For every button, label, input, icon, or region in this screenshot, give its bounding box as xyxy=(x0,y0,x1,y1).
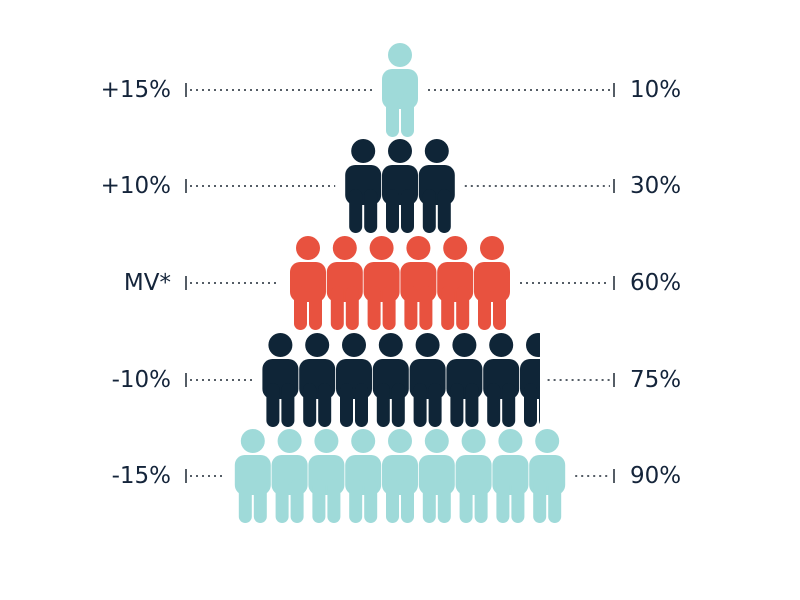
partial-figure-group xyxy=(520,333,540,427)
person-icon xyxy=(483,333,520,427)
person-icon xyxy=(308,429,345,523)
person-icon xyxy=(474,236,510,330)
left-label-plus-10: +10% xyxy=(101,173,171,199)
person-icon xyxy=(262,333,299,427)
person-icon xyxy=(271,429,308,523)
person-icon xyxy=(437,236,474,330)
person-icon xyxy=(345,139,382,233)
person-icon xyxy=(446,333,483,427)
person-icon xyxy=(382,139,418,233)
right-label-30: 30% xyxy=(630,173,681,199)
right-label-60: 60% xyxy=(630,270,681,296)
person-icon xyxy=(400,236,437,330)
person-icon xyxy=(382,43,418,137)
right-label-10: 10% xyxy=(630,77,681,103)
left-label-mv: MV* xyxy=(124,270,171,296)
left-label-minus-15: -15% xyxy=(112,463,171,489)
person-icon xyxy=(409,333,446,427)
person-icon xyxy=(492,429,529,523)
right-label-75: 75% xyxy=(630,367,681,393)
person-icon xyxy=(455,429,492,523)
person-icon xyxy=(382,429,418,523)
left-label-minus-10: -10% xyxy=(112,367,171,393)
row-plus-10: +10% 30% xyxy=(101,139,681,233)
row-mv: MV* 60% xyxy=(124,236,681,330)
row-minus-15: -15% 90% xyxy=(112,429,681,523)
row-minus-10: -10% 75% xyxy=(112,333,681,427)
person-icon xyxy=(299,333,336,427)
person-icon xyxy=(326,236,363,330)
person-icon xyxy=(345,429,382,523)
left-label-plus-15: +15% xyxy=(101,77,171,103)
person-icon xyxy=(529,429,566,523)
person-icon xyxy=(290,236,326,330)
person-icon xyxy=(363,236,400,330)
person-icon xyxy=(336,333,372,427)
person-icon xyxy=(234,429,271,523)
row-plus-15: +15% 10% xyxy=(101,43,681,137)
person-icon xyxy=(418,139,455,233)
person-icon xyxy=(418,429,455,523)
right-label-90: 90% xyxy=(630,463,681,489)
person-icon-partial xyxy=(520,333,540,427)
person-icon xyxy=(372,333,409,427)
